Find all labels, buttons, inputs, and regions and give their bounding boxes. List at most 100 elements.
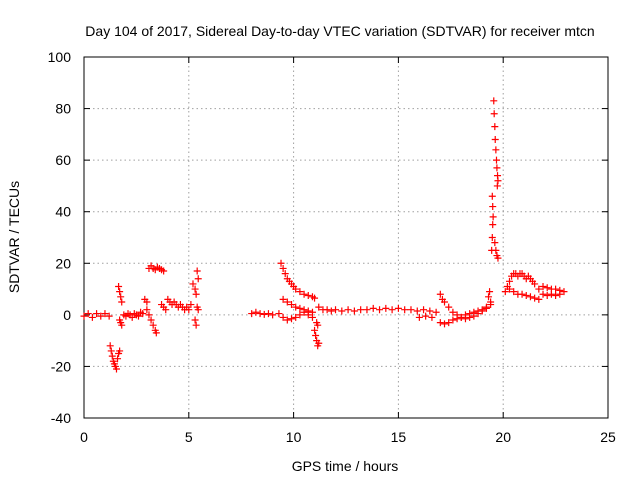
data-point: [543, 284, 551, 292]
x-tick-label: 5: [185, 429, 193, 445]
data-point: [332, 306, 340, 314]
data-point: [436, 319, 444, 327]
data-point: [108, 352, 116, 360]
data-point: [149, 321, 157, 329]
data-point: [279, 264, 287, 272]
x-tick-label: 10: [286, 429, 302, 445]
data-point: [382, 304, 390, 312]
data-point: [422, 312, 430, 320]
data-point: [492, 156, 500, 164]
data-point: [323, 306, 331, 314]
data-point: [191, 316, 199, 324]
data-point: [492, 246, 500, 254]
x-tick-label: 15: [391, 429, 407, 445]
data-point: [489, 221, 497, 229]
data-point: [489, 203, 497, 211]
data-point: [288, 315, 296, 323]
data-point: [457, 313, 465, 321]
data-point: [531, 294, 539, 302]
data-point: [296, 304, 304, 312]
data-point: [552, 292, 560, 300]
data-point: [492, 146, 500, 154]
data-point: [474, 310, 482, 318]
data-point: [491, 136, 499, 144]
data-point: [413, 307, 421, 315]
y-tick-label: 0: [63, 307, 71, 323]
data-point: [407, 306, 415, 314]
data-point: [279, 313, 287, 321]
data-point: [114, 355, 122, 363]
data-point: [84, 310, 92, 318]
data-point: [315, 339, 323, 347]
data-point: [552, 285, 560, 293]
data-point: [80, 312, 88, 320]
data-point: [394, 304, 402, 312]
data-point: [88, 313, 96, 321]
data-point: [260, 310, 268, 318]
data-point: [189, 280, 197, 288]
y-tick-label: -40: [51, 410, 71, 426]
data-point: [185, 306, 193, 314]
data-point: [292, 285, 300, 293]
data-point: [312, 331, 320, 339]
data-point: [494, 177, 502, 185]
data-point: [275, 310, 283, 318]
chart-title: Day 104 of 2017, Sidereal Day-to-day VTE…: [85, 23, 594, 39]
data-point: [490, 110, 498, 118]
grid-lines: [84, 57, 608, 418]
data-point: [487, 298, 495, 306]
y-axis-label: SDTVAR / TECUs: [6, 181, 22, 293]
data-points: [80, 97, 568, 373]
data-point: [139, 310, 147, 318]
data-point: [494, 254, 502, 262]
data-point: [101, 310, 109, 318]
data-point: [350, 307, 358, 315]
data-point: [112, 365, 120, 373]
data-point: [482, 304, 490, 312]
data-point: [445, 303, 453, 311]
x-tick-labels: 0 5 10 15 20 25: [80, 429, 616, 445]
data-point: [292, 313, 300, 321]
data-point: [369, 304, 377, 312]
data-point: [105, 312, 113, 320]
data-point: [300, 290, 308, 298]
data-point: [535, 285, 543, 293]
data-point: [118, 298, 126, 306]
data-point: [401, 306, 409, 314]
data-point: [490, 97, 498, 105]
data-point: [539, 290, 547, 298]
data-point: [107, 347, 115, 355]
axis-ticks: [83, 56, 609, 419]
data-point: [344, 306, 352, 314]
data-point: [543, 292, 551, 300]
data-point: [292, 303, 300, 311]
data-point: [441, 320, 449, 328]
x-tick-label: 25: [600, 429, 616, 445]
data-point: [357, 306, 365, 314]
data-point: [505, 277, 513, 285]
data-point: [461, 315, 469, 323]
data-point: [283, 316, 291, 324]
plot-frame: [83, 56, 609, 419]
data-point: [115, 282, 123, 290]
data-point: [489, 213, 497, 221]
y-tick-label: 100: [48, 49, 72, 65]
data-point: [193, 267, 201, 275]
data-point: [505, 285, 513, 293]
data-point: [281, 270, 289, 278]
data-point: [315, 303, 323, 311]
data-point: [488, 234, 496, 241]
data-point: [491, 123, 499, 131]
data-point: [327, 307, 335, 315]
data-point: [314, 321, 322, 329]
data-point: [556, 290, 564, 298]
data-point: [441, 298, 449, 306]
data-point: [117, 293, 125, 301]
data-point: [264, 310, 272, 318]
x-tick-label: 20: [495, 429, 511, 445]
data-point: [143, 306, 151, 314]
data-point: [116, 288, 124, 296]
x-tick-label: 0: [80, 429, 88, 445]
data-point: [522, 292, 530, 300]
data-point: [338, 307, 346, 315]
